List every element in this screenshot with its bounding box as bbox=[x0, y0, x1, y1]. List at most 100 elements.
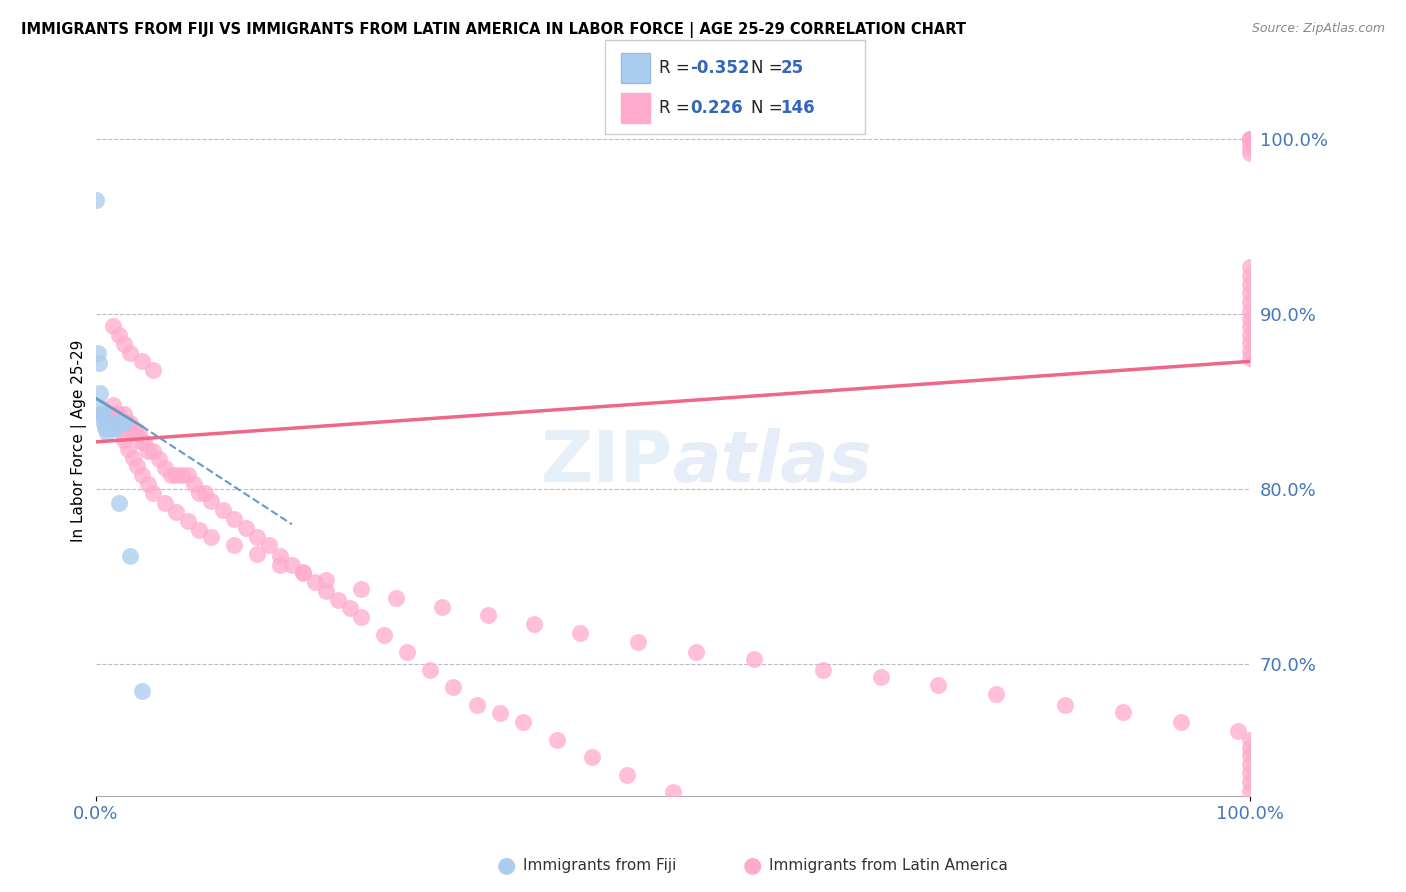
Point bbox=[1239, 766, 1261, 780]
Point bbox=[292, 566, 315, 581]
Point bbox=[811, 663, 834, 677]
Point bbox=[107, 416, 129, 430]
Point bbox=[465, 698, 488, 712]
Point bbox=[685, 645, 707, 659]
Point bbox=[114, 407, 136, 421]
Point bbox=[110, 425, 132, 439]
Point bbox=[131, 468, 153, 483]
Point bbox=[754, 810, 776, 824]
Text: IMMIGRANTS FROM FIJI VS IMMIGRANTS FROM LATIN AMERICA IN LABOR FORCE | AGE 25-29: IMMIGRANTS FROM FIJI VS IMMIGRANTS FROM … bbox=[21, 22, 966, 38]
Point bbox=[153, 461, 176, 475]
Point bbox=[477, 608, 499, 623]
Point bbox=[110, 416, 132, 430]
Point bbox=[87, 356, 110, 370]
Point bbox=[742, 652, 765, 666]
Point bbox=[950, 845, 973, 859]
Text: Immigrants from Latin America: Immigrants from Latin America bbox=[769, 858, 1008, 872]
Point bbox=[117, 442, 139, 456]
Text: R =: R = bbox=[659, 99, 700, 117]
Point bbox=[101, 416, 124, 430]
Point bbox=[315, 583, 337, 598]
Point bbox=[1239, 774, 1261, 789]
Point bbox=[105, 421, 128, 435]
Point bbox=[136, 443, 159, 458]
Point bbox=[326, 592, 349, 607]
Point bbox=[1239, 132, 1261, 146]
Point bbox=[107, 407, 129, 421]
Point bbox=[269, 549, 291, 563]
Point bbox=[1239, 141, 1261, 155]
Point bbox=[131, 354, 153, 368]
Point bbox=[194, 485, 217, 500]
Point bbox=[121, 426, 143, 441]
Point bbox=[1227, 723, 1250, 738]
Point bbox=[94, 421, 117, 435]
Text: R =: R = bbox=[659, 59, 696, 77]
Point bbox=[142, 485, 165, 500]
Point bbox=[350, 582, 373, 596]
Point bbox=[443, 680, 465, 694]
Point bbox=[1239, 351, 1261, 365]
Point bbox=[1239, 136, 1261, 150]
Point bbox=[800, 820, 823, 834]
Point bbox=[1239, 783, 1261, 797]
Point bbox=[1239, 312, 1261, 326]
Point bbox=[246, 529, 269, 543]
Point bbox=[103, 416, 125, 430]
Point bbox=[1239, 732, 1261, 747]
Point bbox=[94, 421, 117, 435]
Point bbox=[1239, 145, 1261, 160]
Point bbox=[1170, 715, 1192, 730]
Point bbox=[107, 496, 129, 510]
Point bbox=[419, 663, 441, 677]
Point bbox=[96, 416, 118, 430]
Point bbox=[93, 416, 115, 430]
Point bbox=[177, 514, 200, 528]
Text: Source: ZipAtlas.com: Source: ZipAtlas.com bbox=[1251, 22, 1385, 36]
Point bbox=[200, 529, 222, 543]
Point bbox=[159, 468, 181, 483]
Point bbox=[1239, 132, 1261, 146]
Text: ZIP: ZIP bbox=[540, 428, 673, 497]
Point bbox=[94, 407, 117, 421]
Point bbox=[581, 750, 603, 764]
Point bbox=[136, 477, 159, 491]
Point bbox=[142, 363, 165, 377]
Point bbox=[98, 407, 121, 421]
Point bbox=[373, 627, 395, 641]
Point bbox=[246, 547, 269, 561]
Point bbox=[127, 459, 149, 474]
Point bbox=[927, 678, 949, 692]
Point bbox=[131, 434, 153, 449]
Point bbox=[1054, 698, 1077, 712]
Point bbox=[1239, 757, 1261, 772]
Point bbox=[1112, 705, 1135, 719]
Point bbox=[153, 496, 176, 510]
Point bbox=[384, 591, 406, 605]
Point bbox=[112, 416, 135, 430]
Point bbox=[114, 336, 136, 351]
Point bbox=[188, 523, 211, 537]
Point bbox=[121, 450, 143, 465]
Point bbox=[188, 485, 211, 500]
Text: ●: ● bbox=[742, 855, 762, 875]
Point bbox=[177, 468, 200, 483]
Point bbox=[846, 829, 869, 843]
Point bbox=[281, 558, 304, 572]
Point bbox=[89, 400, 111, 414]
Point bbox=[523, 617, 546, 632]
Point bbox=[1239, 286, 1261, 301]
Text: N =: N = bbox=[751, 59, 787, 77]
Point bbox=[224, 538, 246, 552]
Point bbox=[292, 565, 315, 579]
Point bbox=[132, 434, 155, 449]
Point bbox=[339, 601, 361, 615]
Text: Immigrants from Fiji: Immigrants from Fiji bbox=[523, 858, 676, 872]
Point bbox=[627, 634, 650, 648]
Point bbox=[183, 477, 205, 491]
Point bbox=[1239, 132, 1261, 146]
Point bbox=[1008, 850, 1031, 864]
Point bbox=[172, 468, 194, 483]
Point bbox=[707, 803, 730, 817]
Point bbox=[224, 512, 246, 526]
